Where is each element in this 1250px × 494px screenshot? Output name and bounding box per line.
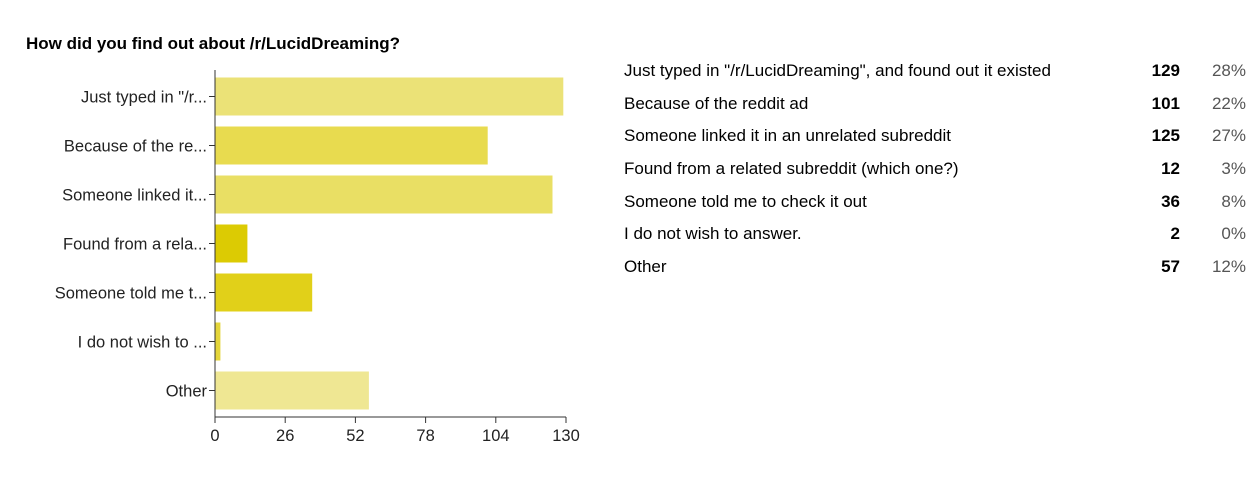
summary-label: Someone linked it in an unrelated subred… xyxy=(624,126,951,146)
bar xyxy=(215,126,488,165)
bar xyxy=(215,273,313,312)
bar xyxy=(215,224,248,263)
summary-label: I do not wish to answer. xyxy=(624,224,802,244)
summary-percent: 0% xyxy=(1221,224,1246,244)
summary-count: 129 xyxy=(1151,61,1180,81)
x-tick-label: 104 xyxy=(482,427,510,445)
bar xyxy=(215,175,553,214)
summary-count: 2 xyxy=(1170,224,1180,244)
bar xyxy=(215,322,221,361)
y-tick-label: Someone told me t... xyxy=(55,285,207,303)
summary-percent: 12% xyxy=(1211,256,1246,276)
summary-percent: 8% xyxy=(1221,191,1246,211)
summary-percent: 22% xyxy=(1211,93,1246,113)
y-tick-label: Because of the re... xyxy=(64,138,207,156)
y-tick-label: I do not wish to ... xyxy=(78,334,207,352)
summary-percent: 3% xyxy=(1221,159,1246,179)
summary-table: Just typed in "/r/LucidDreaming", and fo… xyxy=(624,55,1246,283)
summary-label: Other xyxy=(624,256,667,276)
summary-percent: 27% xyxy=(1211,126,1246,146)
y-tick-label: Just typed in "/r... xyxy=(81,89,207,107)
x-tick-label: 52 xyxy=(346,427,364,445)
summary-row: Other 57 12% xyxy=(624,251,1246,284)
summary-row: Found from a related subreddit (which on… xyxy=(624,153,1246,186)
x-tick-label: 130 xyxy=(552,427,580,445)
x-tick-label: 26 xyxy=(276,427,294,445)
summary-label: Found from a related subreddit (which on… xyxy=(624,159,959,179)
summary-row: Someone linked it in an unrelated subred… xyxy=(624,120,1246,153)
summary-row: Just typed in "/r/LucidDreaming", and fo… xyxy=(624,55,1246,88)
y-tick-label: Found from a rela... xyxy=(63,236,207,254)
summary-count: 36 xyxy=(1161,191,1180,211)
summary-row: Because of the reddit ad 101 22% xyxy=(624,88,1246,121)
bar xyxy=(215,77,564,116)
summary-label: Because of the reddit ad xyxy=(624,93,809,113)
summary-row: Someone told me to check it out 36 8% xyxy=(624,185,1246,218)
x-tick-label: 78 xyxy=(416,427,434,445)
x-tick-label: 0 xyxy=(210,427,219,445)
summary-count: 12 xyxy=(1161,159,1180,179)
summary-count: 125 xyxy=(1151,126,1180,146)
bar xyxy=(215,371,369,410)
summary-label: Just typed in "/r/LucidDreaming", and fo… xyxy=(624,61,1051,81)
chart-title: How did you find out about /r/LucidDream… xyxy=(26,34,400,53)
y-tick-label: Someone linked it... xyxy=(62,187,207,205)
summary-count: 57 xyxy=(1161,256,1180,276)
summary-row: I do not wish to answer. 2 0% xyxy=(624,218,1246,251)
bar-chart: Just typed in "/r... Because of the re...… xyxy=(55,70,580,445)
y-tick-label: Other xyxy=(166,383,208,401)
summary-count: 101 xyxy=(1151,93,1180,113)
summary-percent: 28% xyxy=(1211,61,1246,81)
summary-label: Someone told me to check it out xyxy=(624,191,867,211)
